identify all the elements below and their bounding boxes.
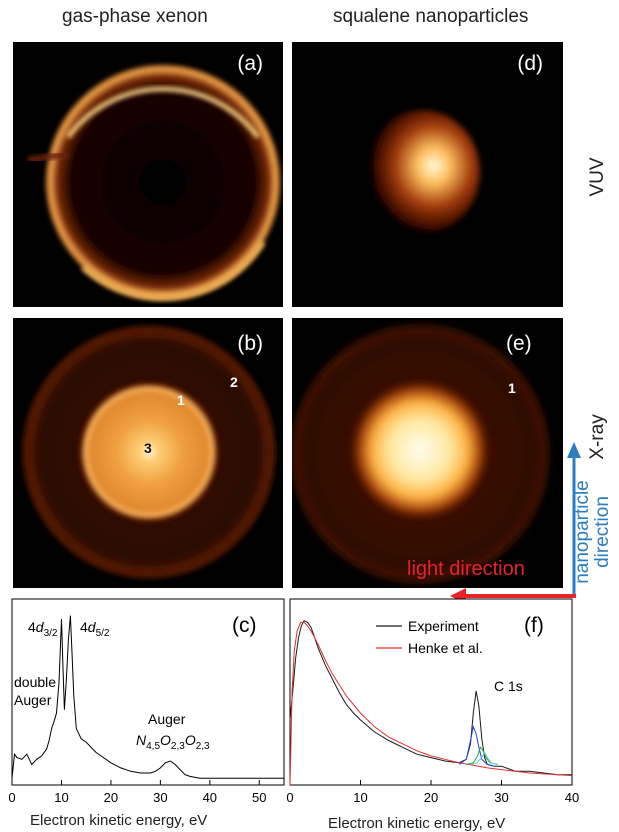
panel-label-a: (a) bbox=[237, 52, 263, 75]
panel-label-f: (f) bbox=[524, 614, 544, 637]
nanoparticle-direction-label: nanoparticle direction bbox=[572, 446, 619, 616]
vmi-image-a bbox=[27, 64, 281, 301]
detector-image-b: (b) 1 2 3 bbox=[13, 318, 283, 588]
ring-label-1: 1 bbox=[177, 392, 185, 408]
detector-image-a: (a) bbox=[13, 42, 283, 307]
column-title-nanoparticles: squalene nanoparticles bbox=[333, 6, 529, 27]
double-auger-label-1: double bbox=[14, 674, 56, 690]
panel-label-b: (b) bbox=[237, 332, 263, 355]
panel-label-d: (d) bbox=[517, 52, 543, 75]
chart-f-frame bbox=[289, 598, 573, 786]
ring-label-e-1: 1 bbox=[508, 380, 516, 396]
series-line-c-0 bbox=[11, 615, 284, 779]
vmi-image-b bbox=[21, 324, 277, 580]
panel-label-e: (e) bbox=[506, 332, 532, 355]
detector-image-d: (d) bbox=[292, 42, 563, 307]
peak-label-4d52: 4d5/2 bbox=[80, 619, 110, 639]
x-tick-label: 50 bbox=[252, 790, 266, 805]
nanoparticle-label-line2: direction bbox=[592, 496, 613, 568]
x-tick-label: 40 bbox=[565, 790, 579, 805]
x-tick-label: 10 bbox=[54, 790, 68, 805]
double-auger-label-2: Auger bbox=[14, 692, 52, 708]
nanoparticle-label-line1: nanoparticle bbox=[572, 480, 593, 584]
auger-nOO-label: N4,5O2,3O2,3 bbox=[136, 732, 210, 752]
x-tick-label: 10 bbox=[353, 790, 367, 805]
panel-label-c: (c) bbox=[232, 614, 257, 637]
detector-image-e: (e) 1 light direction bbox=[292, 318, 563, 588]
auger-label: Auger bbox=[148, 711, 186, 727]
ring-label-2: 2 bbox=[230, 374, 238, 390]
peak-label-4d32: 4d3/2 bbox=[28, 619, 58, 639]
chart-c-xlabel: Electron kinetic energy, eV bbox=[30, 812, 208, 829]
x-tick-label: 0 bbox=[286, 790, 293, 805]
series-line-f-3 bbox=[466, 746, 499, 765]
column-title-gas-phase: gas-phase xenon bbox=[62, 6, 208, 27]
x-tick-label: 0 bbox=[8, 790, 15, 805]
vmi-image-d bbox=[364, 110, 480, 234]
peak-label-c1s: C 1s bbox=[494, 678, 523, 694]
vmi-image-e bbox=[292, 324, 550, 584]
x-tick-label: 20 bbox=[424, 790, 438, 805]
series-line-f-4 bbox=[469, 751, 499, 765]
legend-experiment: Experiment bbox=[408, 618, 479, 634]
legend-henke: Henke et al. bbox=[408, 640, 483, 656]
nanoparticle-arrowhead-icon bbox=[567, 442, 581, 458]
chart-c-frame bbox=[11, 598, 285, 786]
ring-label-3: 3 bbox=[144, 440, 152, 456]
x-tick-label: 30 bbox=[153, 790, 167, 805]
light-direction-label: light direction bbox=[407, 558, 525, 580]
x-tick-label: 20 bbox=[104, 790, 118, 805]
row-label-vuv: VUV bbox=[587, 157, 608, 197]
series-line-f-2 bbox=[458, 725, 495, 767]
chart-f-xlabel: Electron kinetic energy, eV bbox=[328, 815, 506, 832]
chart-f: 0 10 20 30 40 (f) Experiment Henke et al. C … bbox=[286, 598, 579, 805]
chart-c: 0 10 20 30 40 50 (c) 4d3/2 4d5/2 double Auger… bbox=[8, 598, 285, 805]
x-tick-label: 40 bbox=[203, 790, 217, 805]
x-tick-label: 30 bbox=[494, 790, 508, 805]
series-line-f-1 bbox=[289, 621, 573, 786]
